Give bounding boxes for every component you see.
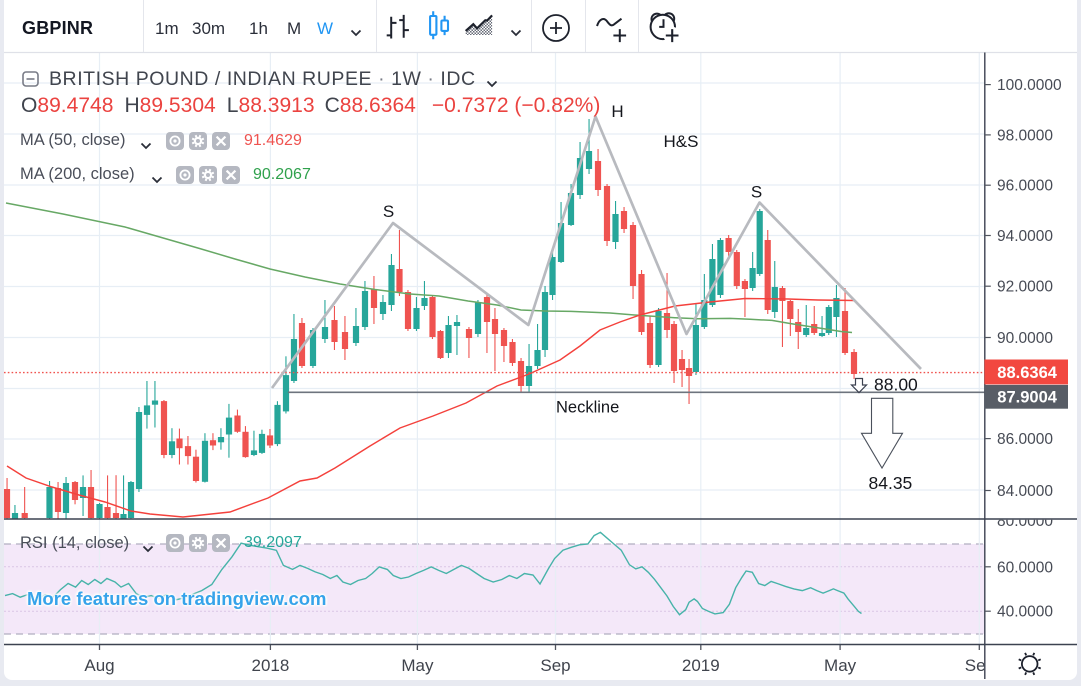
- svg-text:Sep: Sep: [965, 656, 995, 675]
- svg-text:80.0000: 80.0000: [997, 513, 1053, 530]
- svg-text:Aug: Aug: [84, 656, 114, 675]
- svg-text:H: H: [611, 102, 623, 121]
- svg-text:84.0000: 84.0000: [997, 483, 1053, 500]
- svg-text:87.9004: 87.9004: [997, 389, 1057, 407]
- svg-text:90.0000: 90.0000: [997, 330, 1053, 347]
- svg-text:May: May: [824, 656, 857, 675]
- svg-text:84.35: 84.35: [869, 473, 913, 493]
- svg-text:60.0000: 60.0000: [997, 559, 1053, 576]
- svg-text:92.0000: 92.0000: [997, 279, 1053, 296]
- svg-text:94.0000: 94.0000: [997, 228, 1053, 245]
- svg-text:May: May: [401, 656, 434, 675]
- svg-text:Neckline: Neckline: [556, 399, 619, 417]
- svg-text:96.0000: 96.0000: [997, 178, 1053, 195]
- svg-text:86.0000: 86.0000: [997, 431, 1053, 448]
- svg-text:H&S: H&S: [664, 132, 699, 151]
- svg-text:88.00: 88.00: [874, 375, 918, 395]
- svg-text:2019: 2019: [682, 656, 720, 675]
- svg-text:40.0000: 40.0000: [997, 604, 1053, 621]
- svg-text:88.6364: 88.6364: [997, 364, 1057, 382]
- svg-text:S: S: [383, 202, 394, 221]
- svg-text:Sep: Sep: [540, 656, 570, 675]
- svg-text:98.0000: 98.0000: [997, 127, 1053, 144]
- svg-text:100.0000: 100.0000: [997, 77, 1062, 94]
- svg-text:2018: 2018: [251, 656, 289, 675]
- svg-text:S: S: [751, 183, 762, 202]
